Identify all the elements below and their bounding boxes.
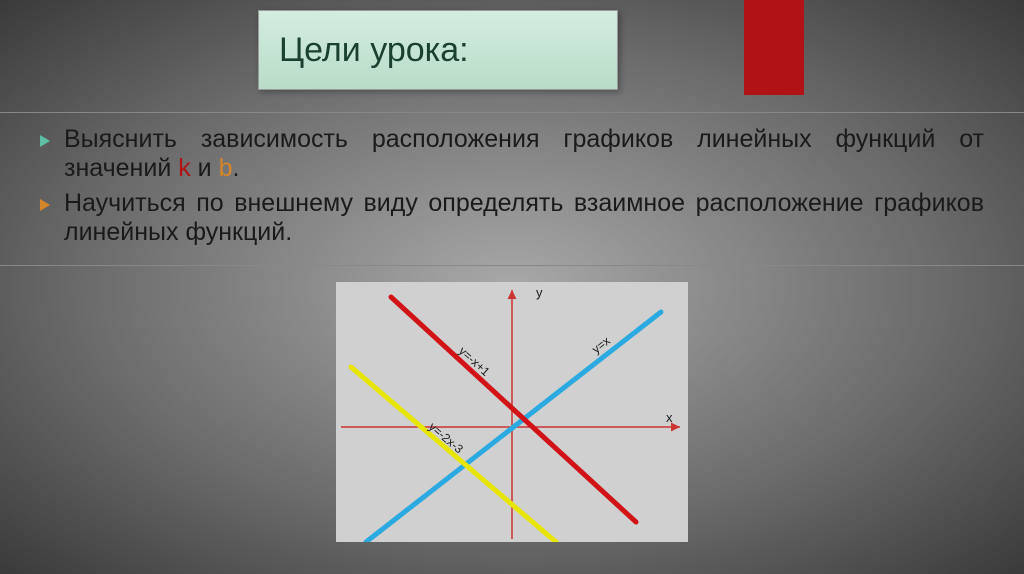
bullet-text: Выяснить зависимость расположения график… <box>64 125 984 183</box>
bullet-item: Научиться по внешнему виду определять вз… <box>40 189 984 247</box>
bullet-text: Научиться по внешнему виду определять вз… <box>64 189 984 247</box>
svg-text:x: x <box>666 410 673 425</box>
bullet-icon <box>40 199 50 211</box>
title-box: Цели урока: <box>258 10 618 90</box>
slide-title: Цели урока: <box>279 31 469 70</box>
accent-stripe <box>744 0 804 95</box>
linear-functions-chart: xyy=xy=-2x-3y=-x+1 <box>336 282 688 542</box>
svg-text:y: y <box>536 285 543 300</box>
bullet-icon <box>40 135 50 147</box>
bullet-item: Выяснить зависимость расположения график… <box>40 125 984 183</box>
content-box: Выяснить зависимость расположения график… <box>0 112 1024 266</box>
